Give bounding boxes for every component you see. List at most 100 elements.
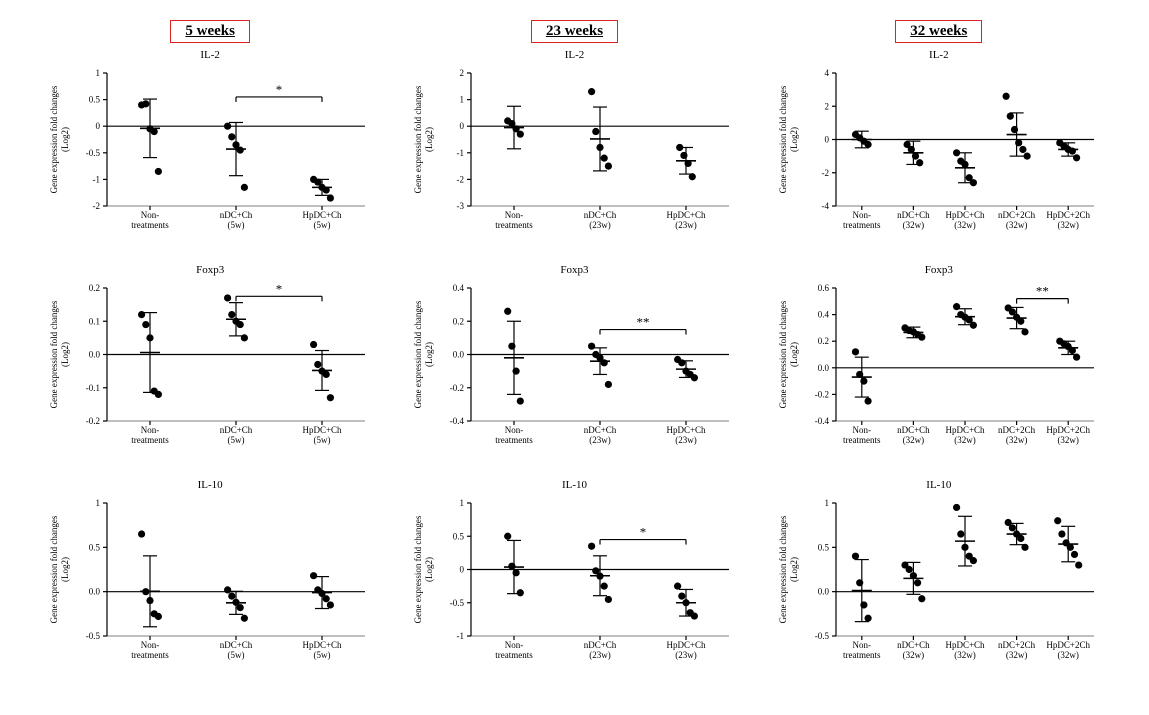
svg-text:Gene expression fold changes: Gene expression fold changes: [49, 300, 59, 408]
svg-text:Gene expression fold changes: Gene expression fold changes: [778, 515, 788, 623]
svg-text:(Log2): (Log2): [424, 127, 434, 152]
svg-text:HpDC+2Ch: HpDC+2Ch: [1046, 425, 1090, 435]
scatter-panel-svg: -0.2-0.10.00.10.2Gene expression fold ch…: [45, 278, 375, 463]
svg-text:nDC+2Ch: nDC+2Ch: [998, 425, 1036, 435]
scatter-panel-svg: -1-0.500.51Gene expression fold changes(…: [409, 493, 739, 678]
svg-text:HpDC+Ch: HpDC+Ch: [667, 640, 707, 650]
panel-title: IL-2: [774, 49, 1104, 61]
svg-text:treatments: treatments: [843, 220, 881, 230]
svg-text:(Log2): (Log2): [424, 342, 434, 367]
svg-text:0: 0: [460, 565, 465, 575]
figure-grid: 5 weeks IL-2 -2 -1 -0.5 0 0.5 1 Gene expression …: [40, 20, 1109, 692]
svg-text:(5w): (5w): [314, 220, 331, 230]
week-header: 32 weeks: [895, 20, 982, 43]
svg-text:(32w): (32w): [954, 435, 976, 445]
svg-text:nDC+Ch: nDC+Ch: [584, 210, 617, 220]
chart-panel: IL-10-0.50.00.51Gene expression fold cha…: [774, 477, 1104, 692]
svg-text:Gene expression fold changes: Gene expression fold changes: [778, 85, 788, 193]
svg-text:-1: -1: [457, 148, 465, 158]
svg-text:(32w): (32w): [1006, 650, 1028, 660]
svg-text:(5w): (5w): [314, 435, 331, 445]
chart-panel: IL-10-0.50.00.51Gene expression fold cha…: [45, 477, 375, 692]
svg-text:HpDC+2Ch: HpDC+2Ch: [1046, 640, 1090, 650]
svg-text:Non-: Non-: [141, 425, 160, 435]
svg-text:Non-: Non-: [141, 210, 160, 220]
svg-text:Non-: Non-: [505, 425, 524, 435]
svg-text:nDC+Ch: nDC+Ch: [584, 425, 617, 435]
svg-text:1: 1: [460, 95, 465, 105]
svg-text:0: 0: [824, 135, 829, 145]
svg-text:-2: -2: [93, 201, 101, 211]
svg-text:Non-: Non-: [852, 210, 871, 220]
chart-panel: Foxp3-0.4-0.20.00.20.4Gene expression fo…: [409, 262, 739, 477]
svg-text:HpDC+Ch: HpDC+Ch: [303, 210, 343, 220]
svg-text:1: 1: [460, 498, 465, 508]
svg-text:(23w): (23w): [590, 435, 612, 445]
svg-text:-0.5: -0.5: [86, 148, 101, 158]
svg-text:(Log2): (Log2): [60, 127, 70, 152]
svg-text:0.2: 0.2: [453, 316, 464, 326]
scatter-panel-svg: -0.50.00.51Gene expression fold changes(…: [774, 493, 1104, 678]
svg-text:(32w): (32w): [954, 650, 976, 660]
svg-text:Gene expression fold changes: Gene expression fold changes: [413, 300, 423, 408]
svg-text:treatments: treatments: [843, 435, 881, 445]
svg-text:(32w): (32w): [902, 435, 924, 445]
svg-text:-0.2: -0.2: [815, 389, 829, 399]
svg-text:(5w): (5w): [228, 220, 245, 230]
svg-text:HpDC+Ch: HpDC+Ch: [303, 640, 343, 650]
chart-panel: IL-2 -3-2-1012Gene expression fold change…: [409, 47, 739, 262]
svg-text:(23w): (23w): [590, 220, 612, 230]
svg-text:nDC+2Ch: nDC+2Ch: [998, 210, 1036, 220]
svg-text:-0.5: -0.5: [450, 598, 465, 608]
svg-text:1: 1: [96, 498, 101, 508]
svg-text:0.4: 0.4: [818, 310, 830, 320]
svg-text:-0.5: -0.5: [86, 631, 101, 641]
svg-text:Gene expression fold changes: Gene expression fold changes: [778, 300, 788, 408]
scatter-panel-svg: -0.4-0.20.00.20.4Gene expression fold ch…: [409, 278, 739, 463]
svg-text:(5w): (5w): [228, 650, 245, 660]
svg-text:0.2: 0.2: [818, 336, 829, 346]
svg-text:(32w): (32w): [954, 220, 976, 230]
svg-text:nDC+Ch: nDC+Ch: [220, 640, 253, 650]
svg-text:nDC+Ch: nDC+Ch: [897, 210, 930, 220]
svg-text:(Log2): (Log2): [60, 557, 70, 582]
svg-text:2: 2: [824, 101, 829, 111]
svg-text:treatments: treatments: [496, 435, 534, 445]
svg-text:-0.4: -0.4: [815, 416, 830, 426]
scatter-panel-svg: -0.4-0.20.00.20.40.6Gene expression fold…: [774, 278, 1104, 463]
week-header: 5 weeks: [170, 20, 250, 43]
svg-text:HpDC+Ch: HpDC+Ch: [667, 425, 707, 435]
svg-text:0.0: 0.0: [89, 587, 101, 597]
svg-text:nDC+Ch: nDC+Ch: [897, 640, 930, 650]
panel-title: IL-2: [409, 49, 739, 61]
panel-title: Foxp3: [774, 264, 1104, 276]
chart-panel: IL-10-1-0.500.51Gene expression fold cha…: [409, 477, 739, 692]
scatter-panel-svg: -4-2024Gene expression fold changes(Log2…: [774, 63, 1104, 248]
svg-text:(5w): (5w): [228, 435, 245, 445]
svg-text:0.6: 0.6: [818, 283, 830, 293]
svg-text:0.5: 0.5: [453, 531, 465, 541]
scatter-panel-svg: -2-1-0.500.51Gene expression fold change…: [45, 63, 375, 248]
svg-text:Gene expression fold changes: Gene expression fold changes: [413, 515, 423, 623]
svg-text:*: *: [276, 281, 283, 296]
panel-title: IL-10: [45, 479, 375, 491]
svg-text:(32w): (32w): [1057, 650, 1079, 660]
svg-text:(5w): (5w): [314, 650, 331, 660]
svg-text:4: 4: [824, 68, 829, 78]
column-2: 32 weeksIL-2-4-2024Gene expression fold …: [769, 20, 1109, 692]
chart-panel: IL-2-2-1-0.500.51Gene expression fold ch…: [45, 47, 375, 262]
svg-text:0.5: 0.5: [89, 95, 101, 105]
svg-text:Gene expression fold changes: Gene expression fold changes: [49, 85, 59, 193]
column-0: 5 weeksIL-2-2-1-0.500.51Gene expression …: [40, 20, 380, 692]
scatter-panel-svg: -3-2-1012Gene expression fold changes(Lo…: [409, 63, 739, 248]
svg-text:(32w): (32w): [1057, 220, 1079, 230]
svg-text:-1: -1: [457, 631, 465, 641]
svg-text:HpDC+Ch: HpDC+Ch: [945, 210, 985, 220]
svg-text:**: **: [637, 315, 650, 330]
svg-text:0: 0: [96, 121, 101, 131]
svg-text:1: 1: [96, 68, 101, 78]
svg-text:Non-: Non-: [141, 640, 160, 650]
svg-text:0.0: 0.0: [453, 350, 465, 360]
svg-text:(Log2): (Log2): [60, 342, 70, 367]
svg-text:(32w): (32w): [1006, 435, 1028, 445]
